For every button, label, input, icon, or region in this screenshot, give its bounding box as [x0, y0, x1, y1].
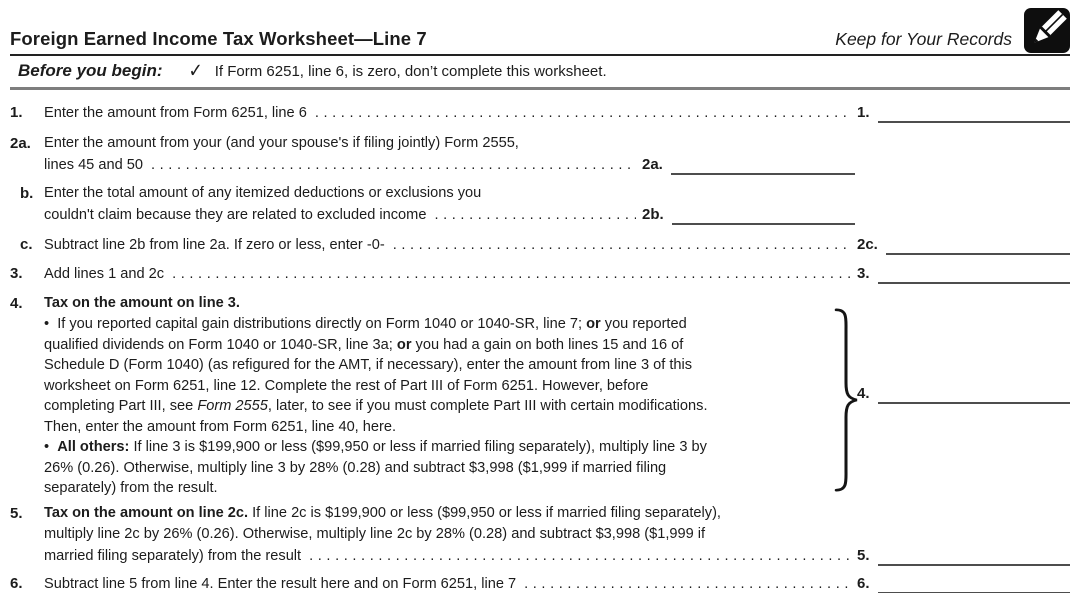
line-2a-amount-field[interactable] [670, 164, 855, 175]
checkmark-icon: ✓ [188, 59, 203, 82]
line-number: 1. [10, 104, 23, 121]
dot-leader [393, 235, 851, 256]
line-4-amount-field[interactable] [877, 393, 1070, 404]
line-2b-amount-field[interactable] [671, 214, 855, 225]
header-right: Keep for Your Records [835, 8, 1070, 54]
line-text: Enter the amount from Form 6251, line 6 [44, 105, 307, 121]
entry-5: 5. [857, 545, 1070, 566]
line-5-amount-field[interactable] [877, 555, 1070, 566]
line-text: Add lines 1 and 2c [44, 266, 165, 282]
page-title: Foreign Earned Income Tax Worksheet—Line… [10, 28, 427, 49]
bullet-line: Schedule D (Form 1040) (as refigured for… [44, 357, 693, 373]
pencil-icon [1024, 8, 1070, 53]
worksheet-line-2a: 2a. Enter the amount from your (and your… [10, 133, 1070, 176]
line-number: 4. [10, 295, 23, 312]
entry-label: 3. [857, 265, 870, 282]
worksheet-line-6: 6. Subtract line 5 from line 4. Enter th… [10, 573, 1070, 593]
line-text: lines 45 and 50 [44, 157, 143, 173]
line-text: multiply line 2c by 26% (0.26). Otherwis… [44, 525, 706, 542]
keep-for-records-label: Keep for Your Records [835, 29, 1012, 49]
worksheet-line-2b: b. Enter the total amount of any itemize… [10, 183, 1070, 226]
dot-leader [315, 103, 851, 124]
bullet-line: worksheet on Form 6251, line 12. Complet… [44, 377, 649, 394]
before-you-begin-banner: Before you begin: ✓ If Form 6251, line 6… [10, 56, 1070, 87]
line-text: married filing separately) from the resu… [44, 547, 302, 564]
line-4-heading: Tax on the amount on line 3. [44, 295, 240, 311]
entry-label: 6. [857, 574, 870, 592]
entry-label: 5. [857, 546, 870, 564]
entry-label: 2c. [857, 236, 878, 253]
line-text: Enter the total amount of any itemized d… [44, 185, 482, 201]
entry-label: 4. [857, 385, 870, 402]
bullet-line: Then, enter the amount from Form 6251, l… [44, 418, 397, 435]
entry-6: 6. [857, 573, 1070, 593]
before-you-begin-text: If Form 6251, line 6, is zero, don’t com… [214, 63, 607, 80]
worksheet-line-5: 5. Tax on the amount on line 2c. If line… [10, 503, 1070, 567]
dot-leader [309, 546, 851, 567]
worksheet-line-3: 3. Add lines 1 and 2c 3. [10, 263, 1070, 285]
dot-leader [151, 155, 636, 176]
line-6-amount-field[interactable] [877, 583, 1070, 593]
line-number: 5. [10, 504, 23, 522]
line-number: c. [20, 236, 33, 253]
worksheet-line-4: 4. Tax on the amount on line 3. • If you… [10, 293, 1070, 499]
line-1-amount-field[interactable] [877, 112, 1070, 123]
worksheet-line-2c: c. Subtract line 2b from line 2a. If zer… [10, 234, 1070, 256]
entry-label: 2b. [642, 206, 664, 223]
dot-leader [524, 574, 851, 593]
before-you-begin-label: Before you begin: [18, 61, 163, 80]
entry-label: 2a. [642, 156, 663, 173]
bullet-line: separately) from the result. [44, 480, 218, 496]
line-text: Tax on the amount on line 2c. If line 2c… [44, 504, 721, 521]
brace-icon [834, 308, 858, 492]
entry-3: 3. [857, 263, 1070, 284]
bullet-line: 26% (0.26). Otherwise, multiply line 3 b… [44, 459, 667, 476]
line-text: Subtract line 5 from line 4. Enter the r… [44, 575, 517, 592]
worksheet-line-1: 1. Enter the amount from Form 6251, line… [10, 102, 1070, 124]
line-2c-amount-field[interactable] [885, 244, 1070, 255]
entry-2a: 2a. [642, 154, 855, 175]
header: Foreign Earned Income Tax Worksheet—Line… [10, 0, 1070, 54]
bullet-line: • All others: If line 3 is $199,900 or l… [44, 439, 707, 455]
entry-2b: 2b. [642, 204, 855, 225]
bullet-line: completing Part III, see Form 2555, late… [44, 398, 708, 414]
header-divider [10, 54, 1070, 56]
line-number: 6. [10, 574, 23, 592]
line-number: 3. [10, 265, 23, 282]
line-text: couldn't claim because they are related … [44, 207, 427, 223]
line-number: b. [20, 185, 34, 202]
entry-2c: 2c. [857, 234, 1070, 255]
line-text: Enter the amount from your (and your spo… [44, 135, 519, 151]
bullet-line: • If you reported capital gain distribut… [44, 316, 687, 332]
entry-label: 1. [857, 104, 870, 121]
line-number: 2a. [10, 135, 31, 152]
entry-1: 1. [857, 102, 1070, 123]
bullet-line: qualified dividends on Form 1040 or 1040… [44, 336, 684, 353]
line-3-amount-field[interactable] [877, 273, 1070, 284]
dot-leader [434, 205, 636, 226]
section-divider [10, 87, 1070, 90]
entry-4: 4. [857, 383, 1070, 404]
line-text: Subtract line 2b from line 2a. If zero o… [44, 237, 385, 253]
dot-leader [172, 264, 851, 285]
